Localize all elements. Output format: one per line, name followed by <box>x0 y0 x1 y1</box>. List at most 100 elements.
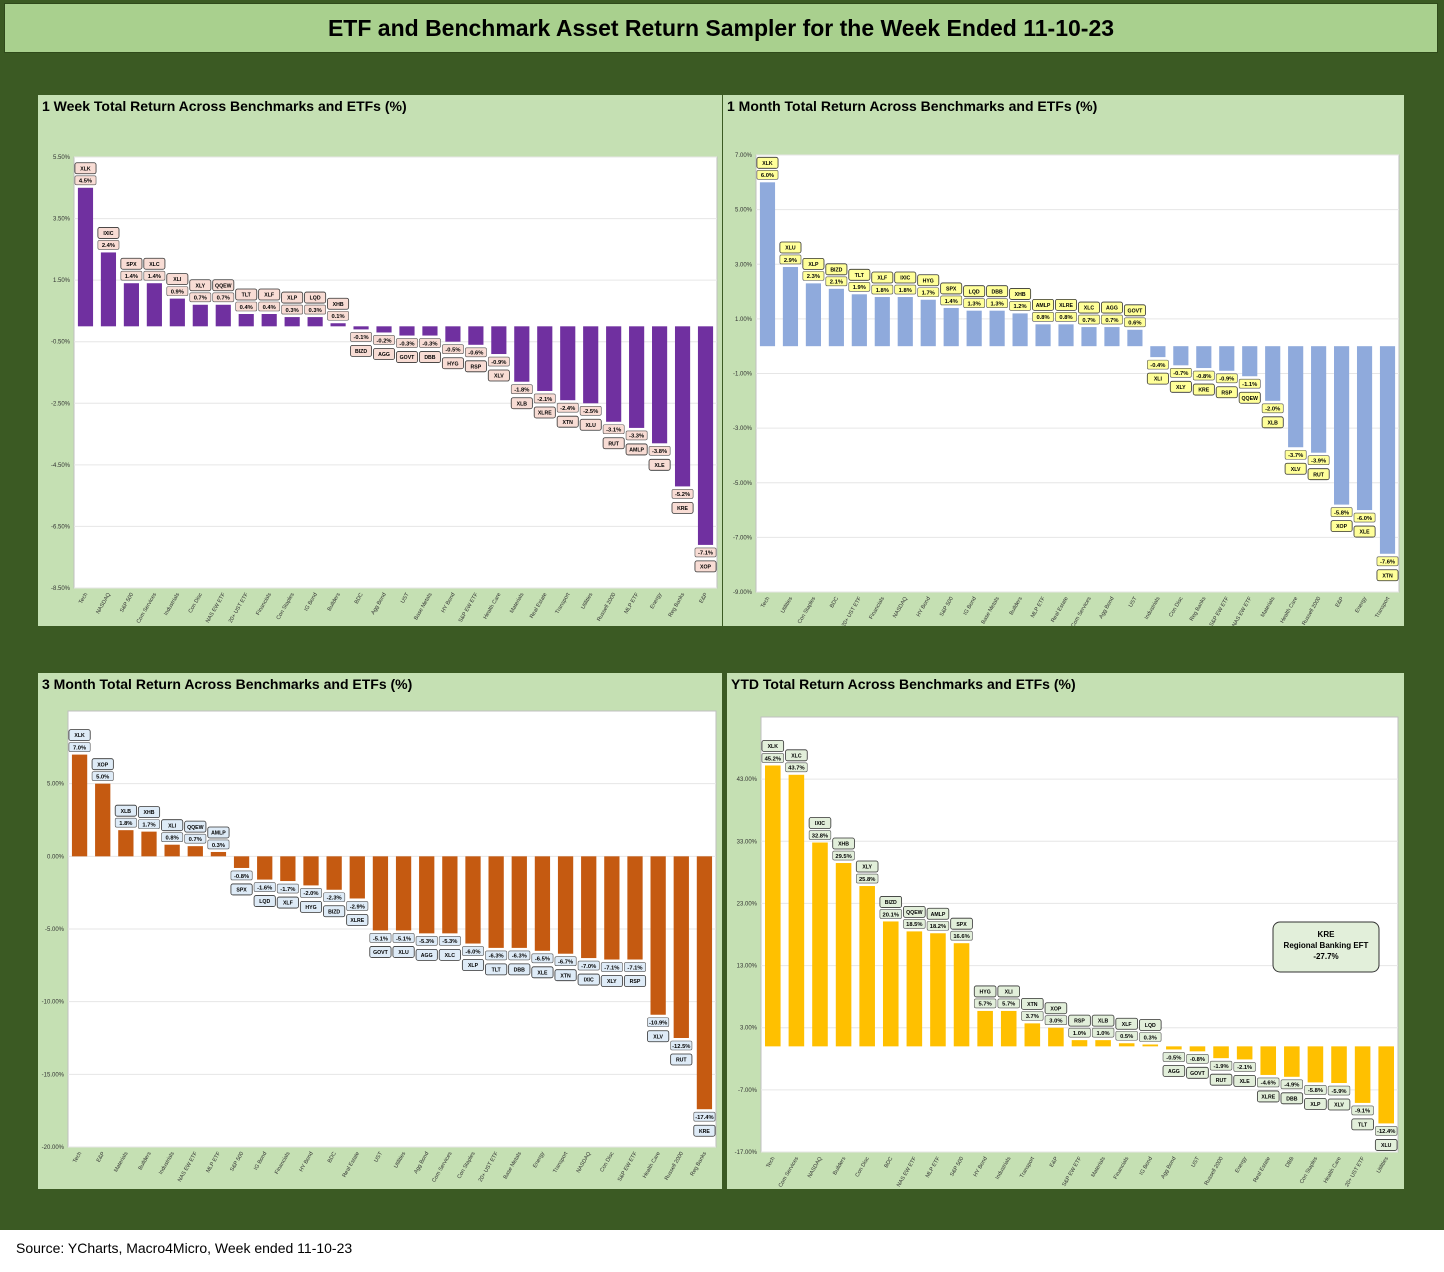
x-tick-label: Russell 2000 <box>664 1151 685 1182</box>
data-label: -2.0% <box>1265 407 1280 413</box>
ticker-label-box <box>1169 380 1192 393</box>
ticker-label: IXIC <box>815 821 825 827</box>
x-tick-label: MLP ETF <box>1030 595 1047 619</box>
data-label: -2.1% <box>1237 1065 1252 1071</box>
ticker-label-box <box>756 156 779 169</box>
data-label: 2.3% <box>807 274 820 280</box>
ticker-label: QQEW <box>215 283 232 289</box>
ticker-label: XLC <box>1084 306 1095 312</box>
data-label: 0.6% <box>1128 321 1141 327</box>
data-label-box <box>894 284 917 295</box>
ticker-label: RSP <box>630 979 641 985</box>
ticker-label: XLY <box>195 283 205 289</box>
ticker-label: AMLP <box>211 831 226 837</box>
bar <box>1213 1046 1229 1059</box>
data-label: -5.3% <box>419 939 434 945</box>
y-tick-label: 13.00% <box>737 964 758 970</box>
ticker-label-box <box>761 740 785 752</box>
data-label-box <box>304 304 326 315</box>
bar <box>943 307 959 347</box>
data-label: -0.3% <box>399 341 414 347</box>
x-tick-label: IG Bond <box>1139 1156 1154 1176</box>
ticker-label: XOP <box>97 762 108 768</box>
ticker-label: XLRE <box>538 411 552 417</box>
ticker-label-box <box>1351 1118 1374 1131</box>
ticker-label-box <box>926 907 950 920</box>
data-label: -3.7% <box>1288 453 1303 459</box>
ticker-label-box <box>917 274 940 287</box>
panel-1-month: 1 Month Total Return Across Benchmarks a… <box>723 95 1404 626</box>
ticker-label: QQEW <box>187 825 204 831</box>
x-tick-label: Industrials <box>163 592 181 617</box>
ticker-label-box <box>189 279 212 292</box>
x-tick-label: BDC <box>354 592 365 605</box>
x-tick-label: Com Services <box>778 1156 800 1189</box>
x-tick-label: NAS EW ETF <box>205 591 227 624</box>
bar <box>1311 346 1327 453</box>
ticker-label: XLY <box>862 865 872 871</box>
annotation-text: Regional Banking EFT <box>1284 941 1369 950</box>
data-label-box <box>997 998 1020 1009</box>
x-tick-label: UST <box>1128 595 1139 608</box>
ticker-label: TLT <box>855 273 865 279</box>
ticker-label-box <box>602 437 625 450</box>
data-label-box <box>756 170 779 180</box>
data-label: -3.1% <box>606 428 621 434</box>
data-label-box <box>1115 1030 1138 1041</box>
data-label: -5.1% <box>373 936 388 942</box>
bar <box>1307 1046 1324 1083</box>
ticker-label-box <box>1055 298 1077 311</box>
y-tick-label: 3.50% <box>53 217 71 223</box>
data-label: -12.4% <box>1377 1129 1395 1135</box>
data-label: 18.5% <box>906 922 922 928</box>
bar <box>100 252 117 327</box>
ticker-label-box <box>1330 520 1353 533</box>
data-label: -2.4% <box>560 406 575 412</box>
data-label-box <box>648 446 671 456</box>
ticker-label-box <box>832 837 855 850</box>
chart-1-week: 5.50% 3.50% 1.50% -0.50% -2.50% -4.50% -6.50% -… <box>51 155 718 625</box>
ticker-label-box <box>848 268 871 281</box>
bar <box>118 830 134 857</box>
bar <box>966 310 982 347</box>
x-tick-label: Agg Bond <box>1160 1156 1177 1180</box>
data-label-box <box>373 335 395 345</box>
data-label: 1.3% <box>991 301 1004 307</box>
ticker-label-box <box>554 969 577 982</box>
y-tick-label: 1.00% <box>735 317 753 323</box>
x-tick-label: Materials <box>509 592 525 615</box>
data-label-box <box>802 271 825 281</box>
ticker-label: XLF <box>264 293 274 299</box>
bar <box>261 314 277 327</box>
ticker-label: XLY <box>1176 385 1186 391</box>
data-label-box <box>625 430 648 441</box>
data-label: 0.7% <box>1105 318 1118 324</box>
data-label: -6.7% <box>558 960 573 966</box>
data-label-box <box>1009 301 1031 311</box>
ticker-label-box <box>166 273 189 286</box>
ticker-label-box <box>350 344 373 357</box>
bar <box>210 851 227 857</box>
ticker-label: XLE <box>1240 1079 1251 1085</box>
data-label-box <box>1192 370 1215 381</box>
bar <box>537 326 553 391</box>
ticker-label: RUT <box>676 1058 687 1064</box>
ticker-label: XLE <box>1360 530 1371 536</box>
bar <box>123 283 139 327</box>
bar <box>1189 1046 1206 1052</box>
bar <box>835 863 852 1047</box>
data-label-box <box>1280 1079 1303 1090</box>
ticker-label-box <box>91 758 114 771</box>
ticker-label: IXIC <box>900 276 910 282</box>
data-label: 1.8% <box>119 821 132 827</box>
ticker-label: XLRE <box>1059 303 1073 309</box>
ticker-label-box <box>1091 1014 1115 1027</box>
data-label: -5.8% <box>1334 510 1349 516</box>
ticker-label: SPX <box>236 888 247 894</box>
bar <box>215 304 231 327</box>
y-tick-label: -6.50% <box>51 524 71 530</box>
data-label: -5.8% <box>1308 1088 1323 1094</box>
data-label-box <box>485 950 508 961</box>
data-label-box <box>235 301 258 312</box>
data-label-box <box>940 295 963 306</box>
